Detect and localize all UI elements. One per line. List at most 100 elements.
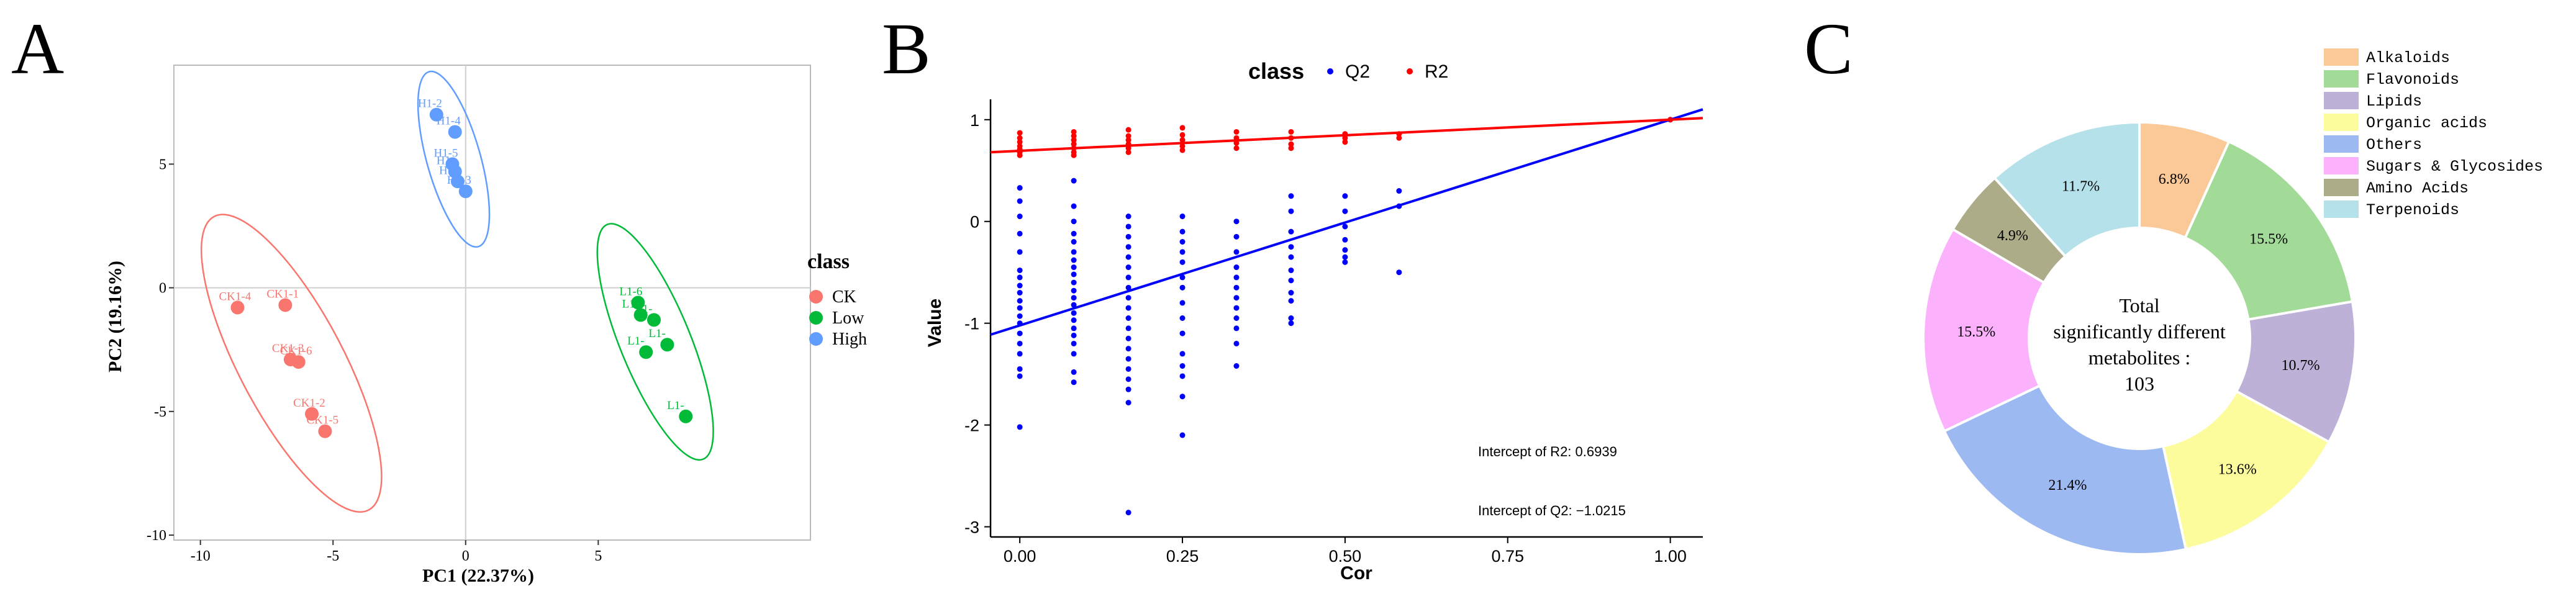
point-label: L1-: [648, 327, 665, 340]
data-point-r2: [1071, 133, 1077, 139]
data-point-q2: [1179, 394, 1186, 400]
legend-label-organic-acids: Organic acids: [2366, 114, 2487, 132]
data-point-low: [631, 295, 645, 310]
data-point-q2: [1342, 254, 1348, 260]
x-tick-label: 5: [594, 548, 602, 564]
data-point-high: [458, 184, 473, 199]
data-point-q2: [1017, 351, 1023, 357]
legend-label-high: High: [832, 330, 867, 349]
point-label: H1-3: [447, 174, 471, 187]
x-tick-label: 1.00: [1654, 547, 1687, 566]
data-point-q2: [1125, 315, 1132, 321]
data-point-r2: [1071, 137, 1077, 143]
annotation-q2-intercept: Intercept of Q2: −1.0215: [1478, 503, 1626, 518]
data-point-q2: [1288, 320, 1294, 327]
legend-marker-q2: [1327, 68, 1333, 74]
legend-label-ck: CK: [832, 287, 856, 307]
data-point-q2: [1233, 340, 1240, 346]
data-point-q2: [1179, 214, 1186, 220]
data-point-high: [448, 125, 462, 139]
data-point-q2: [1017, 249, 1023, 255]
x-tick-label: 0: [462, 548, 469, 564]
data-point-q2: [1288, 290, 1294, 296]
data-point-q2: [1233, 363, 1240, 369]
data-point-q2: [1125, 400, 1132, 406]
point-label: L1-: [627, 335, 644, 348]
data-point-q2: [1233, 249, 1240, 255]
data-point-q2: [1125, 510, 1132, 516]
data-point-q2: [1179, 300, 1186, 306]
point-label: L1-6: [619, 286, 642, 299]
data-point-q2: [1233, 315, 1240, 321]
y-tick-label: 0: [159, 281, 166, 297]
data-point-high: [429, 107, 443, 122]
data-point-r2: [1179, 125, 1186, 131]
slice-organic-acids: [2161, 389, 2331, 551]
data-point-q2: [1288, 208, 1294, 214]
legend-swatch-sugars-glycosides: [2324, 157, 2359, 174]
data-point-q2: [1288, 244, 1294, 250]
x-axis-label: Cor: [1340, 563, 1372, 584]
data-point-q2: [1125, 346, 1132, 352]
data-point-ck: [291, 355, 306, 369]
center-text-line: 103: [2125, 372, 2154, 395]
data-point-q2: [1125, 244, 1132, 250]
data-point-q2: [1017, 185, 1023, 191]
legend-marker-low: [809, 311, 823, 325]
data-point-q2: [1179, 284, 1186, 291]
x-axis-label: PC1 (22.37%): [422, 566, 534, 586]
regression-line-r2: [990, 117, 1703, 154]
data-point-r2: [1288, 145, 1294, 151]
y-axis-label: PC2 (19.16%): [105, 261, 125, 372]
legend-label-lipids: Lipids: [2366, 92, 2422, 110]
data-point-q2: [1071, 178, 1077, 184]
data-point-q2: [1017, 230, 1023, 237]
x-tick-label: -5: [327, 548, 339, 564]
data-point-r2: [1071, 141, 1077, 147]
data-point-q2: [1071, 332, 1077, 338]
data-point-q2: [1233, 325, 1240, 331]
data-point-q2: [1125, 214, 1132, 220]
data-point-q2: [1125, 295, 1132, 301]
x-tick-label: -10: [191, 548, 211, 564]
data-point-ck: [278, 298, 293, 312]
data-point-q2: [1233, 264, 1240, 271]
x-tick-label: 0.50: [1329, 547, 1362, 566]
slice-label-flavonoids: 15.5%: [2249, 231, 2288, 247]
data-point-q2: [1179, 373, 1186, 379]
data-point-q2: [1125, 223, 1132, 230]
data-point-q2: [1288, 254, 1294, 260]
slice-terpenoids: [1992, 120, 2141, 258]
slice-sugars-glycosides: [1922, 227, 2046, 433]
data-point-q2: [1125, 325, 1132, 331]
legend-marker-high: [809, 332, 823, 346]
panel-label-a: A: [11, 8, 64, 89]
point-label: CK1-5: [306, 414, 338, 427]
y-tick-label: 5: [159, 156, 166, 173]
data-point-r2: [1233, 145, 1240, 151]
data-point-q2: [1017, 267, 1023, 273]
data-point-q2: [1071, 257, 1077, 263]
data-point-q2: [1071, 369, 1077, 375]
panel-a: A -10 -5 0 5 -10 -5 0 5 CK1-4 CK1-1 CK1-3 CK1-6 CK1…: [0, 0, 919, 601]
data-point-q2: [1071, 379, 1077, 385]
data-point-q2: [1017, 298, 1023, 304]
point-label: L1-: [667, 399, 684, 412]
data-point-q2: [1179, 259, 1186, 265]
legend-label-flavonoids: Flavonoids: [2366, 71, 2459, 89]
data-point-q2: [1125, 386, 1132, 392]
x-tick-label: 0.25: [1166, 547, 1199, 566]
data-point-q2: [1071, 302, 1077, 308]
panel-c: C 6.8% 15.5% 10.7% 13.6% 21.4% 15.5% 4.9% 11.7%…: [1789, 0, 2576, 601]
data-point-q2: [1342, 223, 1348, 230]
point-label: CK1-3: [272, 342, 304, 355]
data-point-q2: [1071, 249, 1077, 255]
data-point-q2: [1125, 305, 1132, 311]
ellipse-ck: [201, 214, 383, 513]
y-tick-label: 1: [970, 111, 979, 130]
data-point-low: [679, 409, 693, 423]
data-point-q2: [1017, 424, 1023, 430]
legend-label-terpenoids: Terpenoids: [2366, 201, 2459, 219]
data-point-r2: [1017, 135, 1023, 141]
data-point-low: [633, 308, 648, 322]
